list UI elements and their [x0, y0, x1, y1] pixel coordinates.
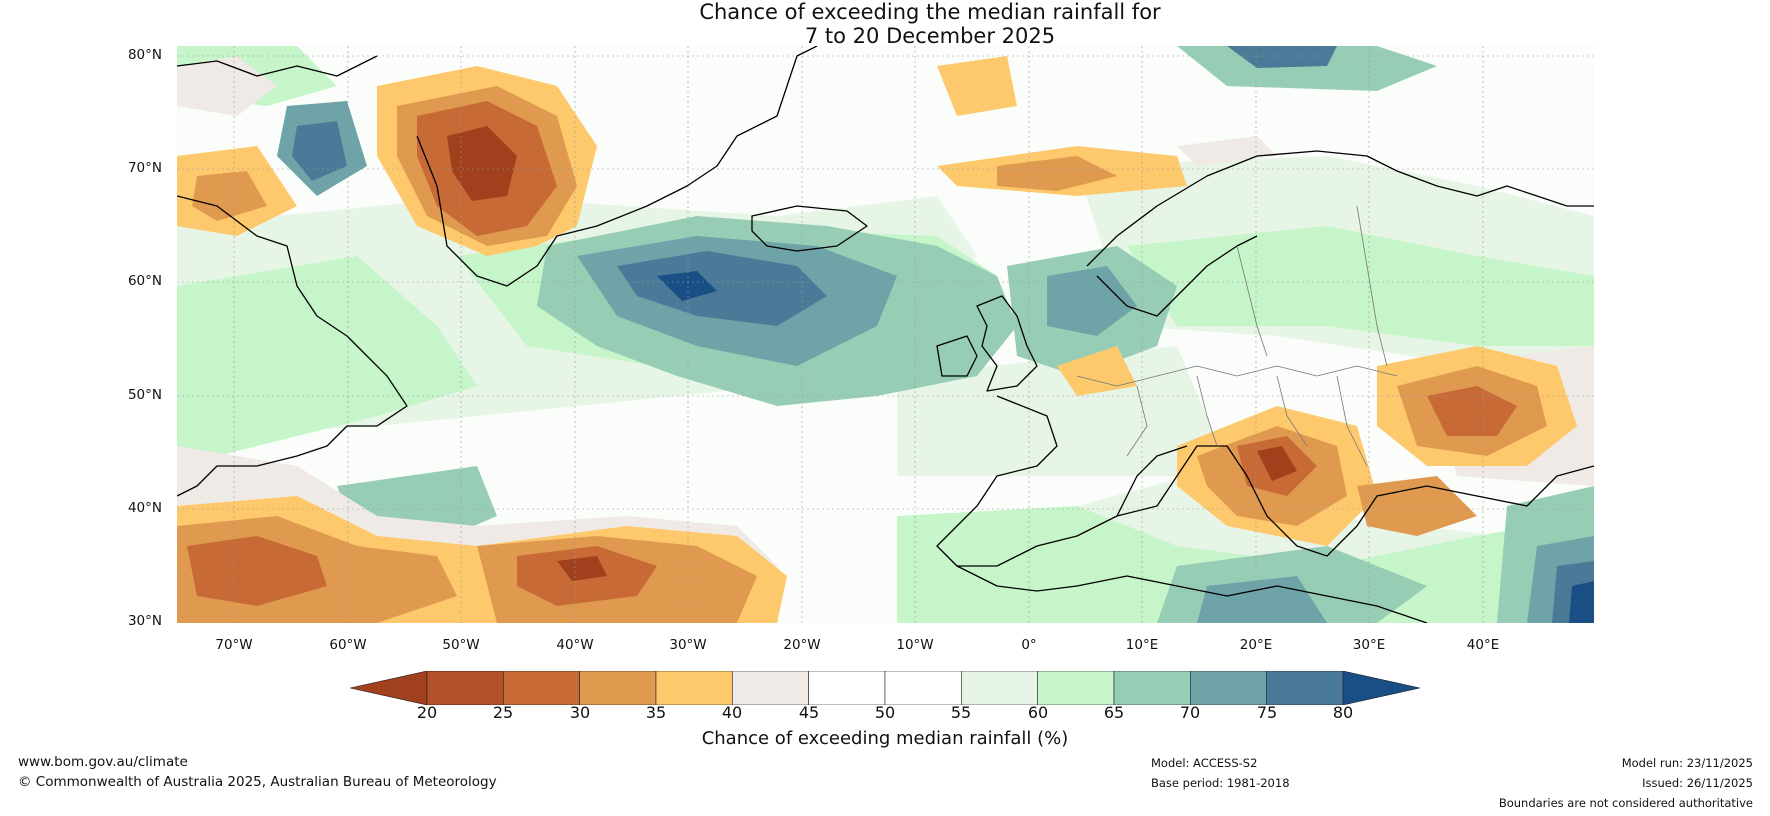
africa-coast [956, 565, 1428, 623]
lat-label-80n: 80°N [127, 47, 162, 63]
colorbar-high-extension [1342, 671, 1420, 705]
colorbar-low-extension [350, 671, 428, 705]
colorbar-tick-35: 35 [645, 703, 667, 722]
lat-label-70n: 70°N [127, 160, 162, 176]
colorbar-segment-40-45 [732, 671, 809, 705]
issued-text: Issued: 26/11/2025 [1642, 776, 1753, 790]
lon-label-20e: 20°E [1239, 637, 1273, 653]
lon-label-60w: 60°W [329, 637, 367, 653]
model-run-text: Model run: 23/11/2025 [1621, 756, 1753, 770]
colorbar-segment-60-65 [1037, 671, 1115, 705]
lon-label-30w: 30°W [669, 637, 707, 653]
colorbar-tick-70: 70 [1179, 703, 1201, 722]
title-line-1: Chance of exceeding the median rainfall … [699, 0, 1161, 24]
ireland-coast [936, 335, 978, 377]
colorbar-segment-30-35 [579, 671, 657, 705]
britain-coast [976, 295, 1038, 392]
legend-colorbar [350, 671, 1420, 705]
colorbar-tick-60: 60 [1027, 703, 1049, 722]
colorbar-segment-75-80 [1266, 671, 1344, 705]
colorbar-tick-25: 25 [492, 703, 514, 722]
colorbar-segment-35-40 [655, 671, 733, 705]
lon-label-20w: 20°W [783, 637, 821, 653]
disclaimer-text: Boundaries are not considered authoritat… [1498, 796, 1753, 810]
website-text: www.bom.gov.au/climate [18, 754, 188, 770]
colorbar-tick-45: 45 [798, 703, 820, 722]
lon-label-10w: 10°W [896, 637, 934, 653]
colorbar-tick-30: 30 [569, 703, 591, 722]
colorbar-label: Chance of exceeding median rainfall (%) [701, 728, 1069, 749]
lon-label-40w: 40°W [556, 637, 594, 653]
colorbar-tick-65: 65 [1103, 703, 1125, 722]
model-text: Model: ACCESS-S2 [1151, 756, 1258, 770]
europe-coast [936, 395, 1594, 567]
colorbar-segment-25-30 [503, 671, 580, 705]
lon-label-30e: 30°E [1352, 637, 1386, 653]
colorbar-tick-20: 20 [416, 703, 438, 722]
lon-label-50w: 50°W [442, 637, 480, 653]
deepest-blue-spots [657, 271, 1594, 623]
colorbar-tick-80: 80 [1332, 703, 1354, 722]
rainfall-probability-map [177, 46, 1594, 623]
colorbar-segment-65-70 [1113, 671, 1191, 705]
colorbar-segment-45-50 [808, 671, 886, 705]
colorbar-tick-40: 40 [721, 703, 743, 722]
colorbar-segment-55-60 [961, 671, 1038, 705]
base-period-text: Base period: 1981-2018 [1151, 776, 1290, 790]
lon-label-0: 0° [1021, 637, 1037, 653]
country-borders [1076, 205, 1398, 467]
colorbar-tick-55: 55 [950, 703, 972, 722]
lat-label-60n: 60°N [127, 273, 162, 289]
lon-label-10e: 10°E [1125, 637, 1159, 653]
copyright-text: © Commonwealth of Australia 2025, Austra… [18, 774, 497, 790]
graticule [177, 46, 1594, 623]
title-line-2: 7 to 20 December 2025 [804, 24, 1056, 48]
lat-label-50n: 50°N [127, 387, 162, 403]
lat-label-30n: 30°N [127, 613, 162, 629]
colorbar-segment-50-55 [884, 671, 962, 705]
greenland-coast [416, 46, 818, 287]
map-title: Chance of exceeding the median rainfall … [0, 0, 1770, 48]
colorbar-segment-70-75 [1190, 671, 1267, 705]
dark-brown-core [447, 126, 1297, 581]
colorbar-segment-20-25 [426, 671, 504, 705]
lat-label-40n: 40°N [127, 500, 162, 516]
colorbar-tick-75: 75 [1256, 703, 1278, 722]
canada-coast [177, 55, 408, 497]
iceland-coast [751, 205, 868, 252]
colorbar-tick-50: 50 [874, 703, 896, 722]
lon-label-40e: 40°E [1466, 637, 1500, 653]
lon-label-70w: 70°W [215, 637, 253, 653]
